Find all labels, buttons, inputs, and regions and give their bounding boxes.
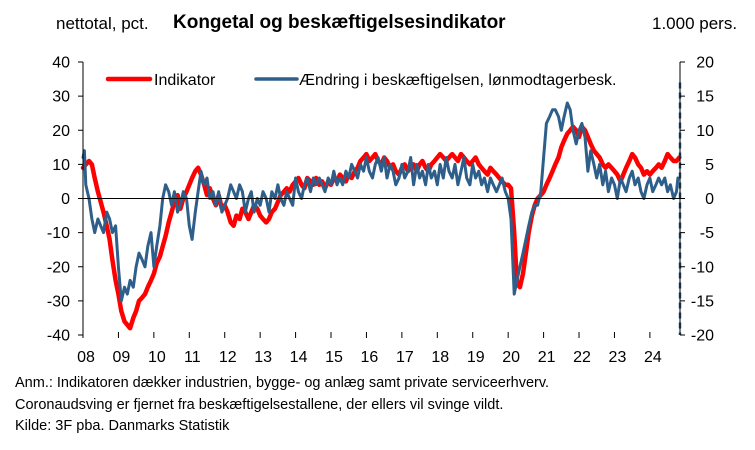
note-line-1: Anm.: Indikatoren dækker industrien, byg…	[15, 375, 550, 391]
left-tick-label: -10	[47, 225, 70, 242]
left-tick-label: 40	[52, 55, 70, 72]
x-tick-label: 12	[219, 349, 237, 366]
right-tick-label: 20	[696, 55, 714, 72]
right-tick-label: -10	[691, 259, 714, 276]
x-tick-label: 08	[77, 349, 95, 366]
note-line-3: Kilde: 3F pba. Danmarks Statistik	[15, 418, 230, 434]
line-chart: 40 30 20 10 0 -10 -20 -30 -40 20 15 10 5 0 -5 -10 -15 -20…	[47, 55, 714, 367]
x-tick-label: 24	[644, 349, 662, 366]
x-tick-label: 22	[573, 349, 591, 366]
x-tick-label: 20	[502, 349, 520, 366]
x-tick-label: 11	[184, 349, 201, 366]
x-tick-label: 23	[609, 349, 627, 366]
legend-label-beskaeftigelse: Ændring i beskæftigelsen, lønmodtagerbes…	[299, 72, 617, 89]
x-tick-label: 16	[361, 349, 379, 366]
x-tick-label: 15	[325, 349, 343, 366]
left-tick-label: 10	[52, 157, 70, 174]
left-tick-label: -20	[47, 259, 70, 276]
x-tick-label: 13	[254, 349, 272, 366]
x-tick-label: 14	[290, 349, 308, 366]
right-tick-label: -5	[700, 225, 714, 242]
x-tick-label: 19	[467, 349, 485, 366]
note-line-2: Coronaudsving er fjernet fra beskæftigel…	[15, 397, 504, 413]
right-tick-label: -20	[691, 328, 714, 345]
x-tick-label: 17	[396, 349, 414, 366]
right-tick-label: 10	[696, 123, 714, 140]
left-tick-label: 20	[52, 123, 70, 140]
left-tick-label: 30	[52, 89, 70, 106]
legend-label-indikator: Indikator	[154, 72, 216, 89]
series-line-beskaeftigelse	[81, 101, 680, 303]
right-axis-unit: 1.000 pers.	[652, 14, 738, 33]
chart-title: Kongetal og beskæftigelsesindikator	[173, 12, 506, 33]
left-tick-label: -30	[47, 293, 70, 310]
x-tick-label: 21	[538, 349, 556, 366]
x-tick-label: 10	[148, 349, 166, 366]
left-axis-unit: nettotal, pct.	[56, 14, 149, 33]
left-tick-label: 0	[61, 191, 70, 208]
right-tick-label: 15	[696, 89, 714, 106]
right-tick-label: 0	[705, 191, 714, 208]
right-tick-label: 5	[705, 157, 714, 174]
right-tick-label: -15	[691, 293, 714, 310]
x-tick-label: 18	[431, 349, 449, 366]
left-tick-label: -40	[47, 328, 70, 345]
x-tick-label: 09	[113, 349, 131, 366]
